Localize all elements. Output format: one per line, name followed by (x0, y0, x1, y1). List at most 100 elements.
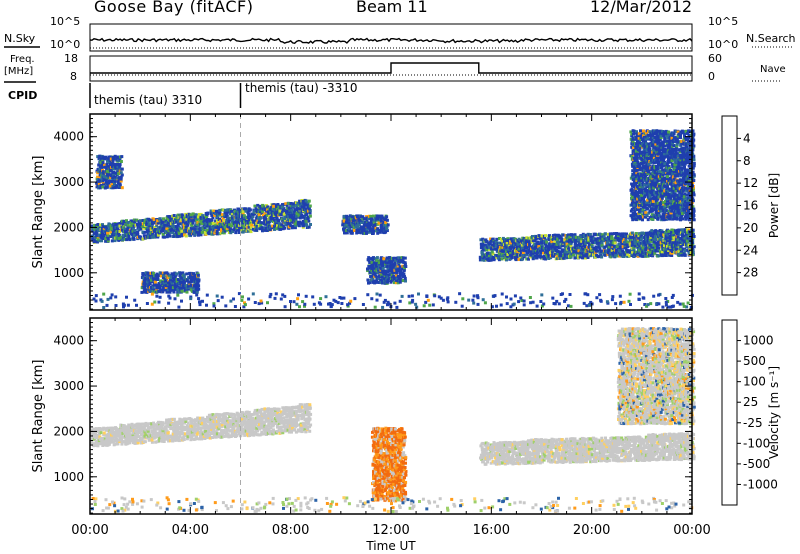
panel-0-cell-1650 (118, 157, 122, 161)
panel-0-cell-4028 (641, 171, 645, 175)
panel-0-cell-2610 (539, 241, 543, 244)
panel-0-cell-3421 (651, 252, 655, 256)
panel-0-cell-3820 (631, 139, 635, 143)
panel-0-cell-2839 (568, 254, 572, 258)
panel-0-cell-2611 (537, 234, 541, 238)
panel-0-cell-3691 (686, 241, 690, 245)
panel-0-cell-4257 (649, 158, 653, 162)
panel-0-cell-1203 (278, 209, 282, 213)
panel-0-cell-4560 (660, 143, 663, 147)
panel-0-cell-772 (220, 228, 224, 231)
panel-0-cell-4605 (662, 180, 666, 184)
panel-0-cell-1959 (372, 261, 376, 265)
panel-0-cell-32 (95, 232, 99, 236)
panel-0-cell-4136 (644, 137, 648, 141)
panel-0-cell-2149 (395, 268, 399, 272)
panel-0-cell-1277 (289, 224, 293, 228)
panel-0-cell-1321 (294, 216, 298, 220)
panel-0-cell-4054 (642, 166, 646, 170)
panel-0-cell-1451 (97, 179, 101, 183)
panel-0-cell-2979 (587, 237, 591, 241)
panel-0-cell-2432 (512, 245, 516, 249)
panel-0-cell-99 (109, 224, 113, 228)
panel-0-cell-1950 (371, 258, 375, 262)
panel-0-cell-1026 (255, 216, 259, 220)
panel-0-cell-3803 (632, 183, 636, 187)
panel-0-cell-1428 (307, 207, 311, 211)
panel-0-cell-3900 (635, 154, 638, 158)
panel-0-cell-4238 (648, 130, 652, 134)
panel-0-cell-221 (133, 230, 137, 234)
panel-0-cell-498 (178, 227, 182, 231)
panel-0-cell-1126 (269, 225, 273, 229)
panel-0-cell-1275 (287, 206, 291, 210)
panel-0-cell-3086 (605, 249, 609, 253)
panel-0-cell-3935 (637, 205, 641, 209)
panel-0-cell-1958 (372, 262, 376, 266)
panel-0-cell-3195 (621, 245, 625, 249)
panel-0-cell-2444 (514, 258, 518, 262)
panel-0-cell-654 (203, 226, 207, 229)
panel-0-cell-3659 (680, 233, 684, 237)
panel-0-cell-1994 (379, 278, 383, 282)
panel-0-cell-2341 (499, 237, 503, 241)
panel-0-cell-2385 (505, 241, 509, 245)
panel-0-cell-1059 (258, 208, 262, 212)
panel-0-cell-1269 (288, 222, 291, 226)
panel-0-cell-3406 (649, 250, 653, 254)
panel-0-cell-1575 (109, 157, 113, 161)
panel-0-cell-4173 (647, 189, 651, 192)
panel-0-cell-3264 (630, 231, 634, 235)
panel-0-cell-2431 (512, 247, 516, 251)
panel-0-cell-3257 (630, 252, 634, 256)
panel-0-cell-272 (143, 220, 147, 224)
panel-0-cell-1955 (372, 270, 376, 274)
panel-0-cell-3291 (634, 241, 638, 245)
panel-0-cell-639 (202, 228, 206, 232)
panel-0-cell-2945 (584, 247, 588, 251)
panel-0-cell-1939 (370, 260, 374, 264)
panel-0-cell-1954 (373, 272, 377, 276)
panel-0-cell-4689 (666, 152, 670, 156)
panel-0-cell-2019 (380, 262, 384, 266)
panel-0-cell-3104 (607, 245, 611, 249)
panel-0-cell-1261 (286, 214, 290, 218)
panel-0-cell-1011 (252, 220, 256, 224)
panel-0-cell-3425 (652, 242, 656, 245)
panel-0-cell-2765 (560, 250, 564, 253)
panel-0-cell-4015 (639, 204, 643, 207)
panel-0-cell-2688 (549, 237, 553, 241)
panel-0-cell-4299 (651, 134, 655, 137)
panel-0-cell-2467 (517, 237, 521, 241)
panel-0-cell-4623 (663, 130, 667, 134)
panel-0-cell-2620 (540, 255, 544, 259)
panel-0-cell-3887 (634, 212, 638, 216)
panel-0-cell-2014 (380, 273, 384, 277)
panel-0-cell-3059 (600, 241, 604, 245)
panel-0-cell-1226 (281, 208, 285, 212)
panel-0-cell-1278 (289, 216, 293, 220)
nsearch-label: N.Search (746, 32, 796, 45)
panel-0-cell-3410 (649, 239, 653, 243)
panel-0-cell-1335 (296, 220, 300, 224)
panel-0-cell-3074 (603, 236, 607, 240)
panel-0-cell-2694 (550, 246, 554, 250)
panel-0-cell-2274 (488, 242, 492, 245)
panel-0-cell-122 (115, 229, 119, 233)
panel-0-cell-1525 (107, 184, 111, 188)
panel-0-cell-4714 (667, 165, 671, 169)
panel-0-cell-2186 (400, 273, 404, 277)
panel-0-cell-63 (102, 235, 106, 239)
panel-0-cell-2483 (519, 251, 523, 255)
panel-0-cell-3077 (603, 253, 607, 257)
panel-0-cell-4199 (647, 182, 651, 186)
panel-0-cell-4619 (661, 140, 665, 144)
panel-0-cell-4500 (657, 150, 661, 154)
panel-0-cell-241 (136, 225, 140, 229)
panel-0-cell-706 (211, 216, 215, 219)
panel-0-cell-4536 (659, 129, 663, 133)
panel-0-cell-793 (223, 229, 227, 233)
panel-0-cell-2613 (538, 255, 542, 259)
panel-0-cell-2842 (569, 244, 573, 248)
panel-0-cell-1893 (384, 230, 388, 234)
